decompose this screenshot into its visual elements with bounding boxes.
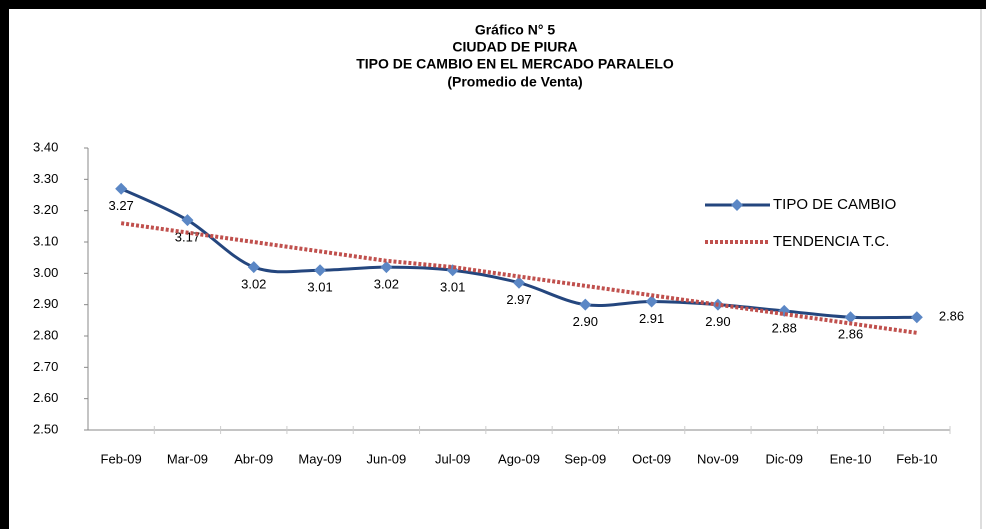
data-point [115,182,128,195]
y-tick-label: 3.10 [33,233,58,248]
y-tick-label: 3.20 [33,202,58,217]
data-point [844,311,857,324]
x-tick-label: Oct-09 [632,451,671,466]
data-point [513,276,525,289]
data-label: 3.02 [374,277,399,292]
data-point [247,261,260,274]
data-point [910,311,923,324]
data-point [314,264,327,277]
x-tick-label: Jun-09 [367,451,407,466]
data-label: 2.90 [573,314,598,329]
legend-marker [731,199,743,211]
data-label: 3.01 [307,280,332,295]
x-tick-label: May-09 [298,451,341,466]
x-tick-label: Mar-09 [167,451,208,466]
data-label: 3.27 [108,198,133,213]
y-tick-label: 2.80 [33,327,58,342]
data-label: 2.90 [705,314,730,329]
x-tick-label: Dic-09 [765,451,803,466]
data-point [645,295,658,308]
y-tick-label: 2.50 [33,421,58,436]
series-line [120,221,918,335]
frame-top [0,0,986,9]
data-label: 3.01 [440,280,465,295]
y-tick-label: 3.40 [33,139,58,154]
data-label: 2.91 [639,311,664,326]
x-tick-label: Nov-09 [697,451,739,466]
data-label: 2.97 [506,292,531,307]
data-label: 3.02 [241,277,266,292]
x-tick-label: Feb-09 [101,451,142,466]
chart-subtitle: (Promedio de Venta) [447,74,582,90]
data-label: 2.88 [772,320,797,335]
x-tick-label: Ene-10 [830,451,872,466]
y-tick-label: 2.70 [33,359,58,374]
chart-title: Gráfico N° 5 [475,22,556,38]
legend-label: TENDENCIA T.C. [773,233,889,250]
data-point [380,261,393,274]
x-tick-label: Jul-09 [435,451,470,466]
data-point [181,214,194,227]
legend-label: TIPO DE CAMBIO [773,196,896,213]
data-label: 2.86 [838,327,863,342]
x-tick-label: Feb-10 [896,451,937,466]
data-point [579,298,592,311]
chart-title: TIPO DE CAMBIO EN EL MERCADO PARALELO [356,56,674,72]
data-label: 2.86 [939,309,964,324]
y-tick-label: 3.30 [33,171,58,186]
y-tick-label: 3.00 [33,265,58,280]
chart-title: CIUDAD DE PIURA [452,39,577,55]
y-tick-label: 2.90 [33,296,58,311]
frame-left [0,0,9,529]
x-tick-label: Ago-09 [498,451,540,466]
x-tick-label: Sep-09 [564,451,606,466]
y-tick-label: 2.60 [33,390,58,405]
x-tick-label: Abr-09 [234,451,273,466]
